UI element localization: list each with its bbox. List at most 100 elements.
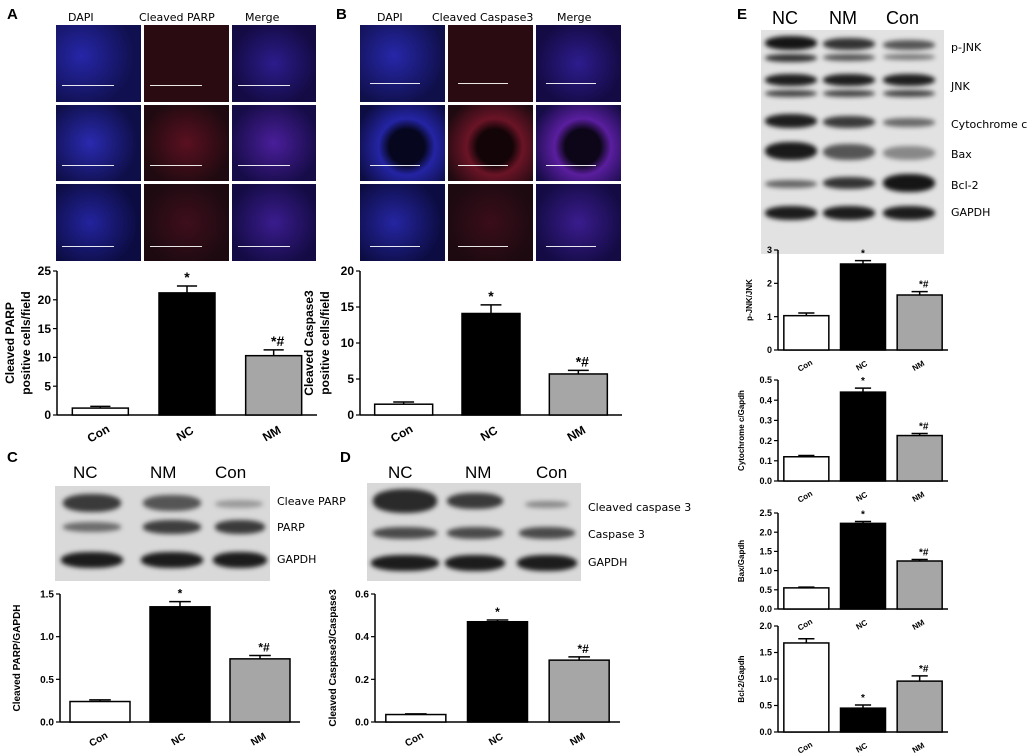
panel-e-label-gapdh: GAPDH [951,206,991,219]
category-label: NM [260,423,283,444]
panel-c-lane-nm: NM [150,463,177,482]
bar-nc [461,312,521,416]
panel-d-lane-con: Con [536,463,568,482]
panel-b-header-dapi: DAPI [377,11,403,24]
y-tick-label: 0.0 [759,476,772,486]
panel-d-label-cleaved-caspase3: Cleaved caspase 3 [588,501,692,514]
y-axis-label: Cytochrome c/Gapdh [737,390,746,471]
bar-con [71,407,130,416]
significance-mark: * [861,693,865,704]
category-label: NM [249,731,268,748]
significance-mark: *# [919,664,929,675]
y-axis-label: Bcl-2/Gapdh [737,655,746,702]
category-label: Con [85,422,112,446]
y-tick-label: 0.0 [355,718,369,729]
bar-con [385,713,447,723]
micrograph-a-dapi-nm [56,184,141,261]
significance-mark: *# [271,333,284,349]
category-label: Con [388,422,415,446]
y-tick-label: 1.0 [759,566,772,576]
category-label: NC [854,741,869,754]
category-label: NC [170,731,188,748]
panel-b-micrograph-grid [360,25,621,261]
category-label: NC [487,731,505,748]
significance-mark: * [861,509,865,520]
y-tick-label: 20 [38,293,52,307]
panel-e-lane-con: Con [886,8,920,28]
panel-e-lane-nc: NC [772,8,798,28]
micrograph-a-merge-nc [232,105,316,181]
category-label: NM [565,423,588,444]
bar-con [783,456,830,482]
y-tick-label: 0.1 [759,456,772,466]
bar-con [783,642,830,733]
panel-e-label-cytochrome-c: Cytochrome c [951,118,1028,131]
panel-letter-a: A [7,6,18,23]
y-axis-label: Cleaved Caspase3 [302,290,316,396]
category-label: Con [796,489,814,505]
category-label: Con [403,730,425,749]
category-label: NC [854,618,869,632]
bar-nm [548,373,609,416]
y-tick-label: 0 [44,408,51,422]
panel-letter-d: D [340,449,351,466]
y-tick-label: 2.0 [759,527,772,537]
panel-e-label-bax: Bax [951,148,972,161]
y-tick-label: 0.0 [759,604,772,614]
category-label: Con [796,358,814,374]
significance-mark: * [861,249,865,260]
category-label: Con [88,730,110,749]
panel-c-label-gapdh: GAPDH [277,553,317,566]
micrograph-b-merge-nm [536,184,621,261]
y-tick-label: 20 [341,264,355,278]
panel-e-label-p-jnk: p-JNK [951,41,982,54]
category-label: NC [174,423,196,444]
panel-d-lane-nm: NM [465,463,492,482]
E3-chart: 0.0 0.5 1.0 1.5 2.0 2.5 Bax/Gapdh Con * NC *# NM [737,508,948,633]
y-tick-label: 10 [38,351,52,365]
bar-nm [548,659,610,723]
bar-nc [839,263,887,351]
y-axis-label: Cleaved PARP [3,302,17,384]
y-tick-label: 0.0 [759,727,772,737]
bar-nc [149,606,211,723]
bar-nc [158,292,216,416]
micrograph-a-parp-nm [144,184,229,261]
panel-e-label-bcl-2: Bcl-2 [951,179,979,192]
y-tick-label: 1.0 [759,674,772,684]
y-tick-label: 1.0 [40,632,54,643]
significance-mark: *# [919,280,929,291]
micrograph-b-dapi-nm [360,184,445,261]
panel-d-western-blot [367,483,581,581]
micrograph-a-dapi-con [56,25,141,102]
y-tick-label: 5 [44,379,51,393]
panel-c-lane-nc: NC [73,463,98,482]
y-tick-label: 0.5 [759,701,772,711]
significance-mark: *# [919,547,929,558]
y-axis-label: positive cells/field [19,291,33,394]
y-tick-label: 0.2 [355,675,369,686]
y-axis-label: p-JNK/JNK [745,279,754,321]
y-tick-label: 1.5 [759,547,772,557]
y-tick-label: 5 [347,372,354,386]
panel-a-micrograph-grid [56,25,316,261]
y-tick-label: 2.5 [759,508,772,518]
bar-nm [896,294,943,351]
micrograph-b-caspase3-con [448,25,533,102]
micrograph-a-parp-nc [144,105,229,181]
bar-nm [896,680,943,733]
y-tick-label: 0 [767,345,772,355]
y-tick-label: 15 [341,300,355,314]
panel-c-lane-con: Con [215,463,247,482]
y-tick-label: 0.0 [40,718,54,729]
bar-con [783,587,830,610]
y-tick-label: 0.5 [759,585,772,595]
panel-b-header-merge: Merge [557,11,592,24]
panel-a-header-cleaved-parp: Cleaved PARP [139,11,215,24]
panel-d-lane-nc: NC [388,463,413,482]
micrograph-a-merge-nm [232,184,316,261]
category-label: NC [478,423,500,444]
C-chart: 0.0 0.5 1.0 1.5 Cleaved PARP/GAPDH Con * NC *# NM [12,587,300,749]
D-chart: 0.0 0.2 0.4 0.6 Cleaved Caspase3/Caspase3 Con… [328,589,620,749]
panel-e-lane-nm: NM [829,8,857,28]
